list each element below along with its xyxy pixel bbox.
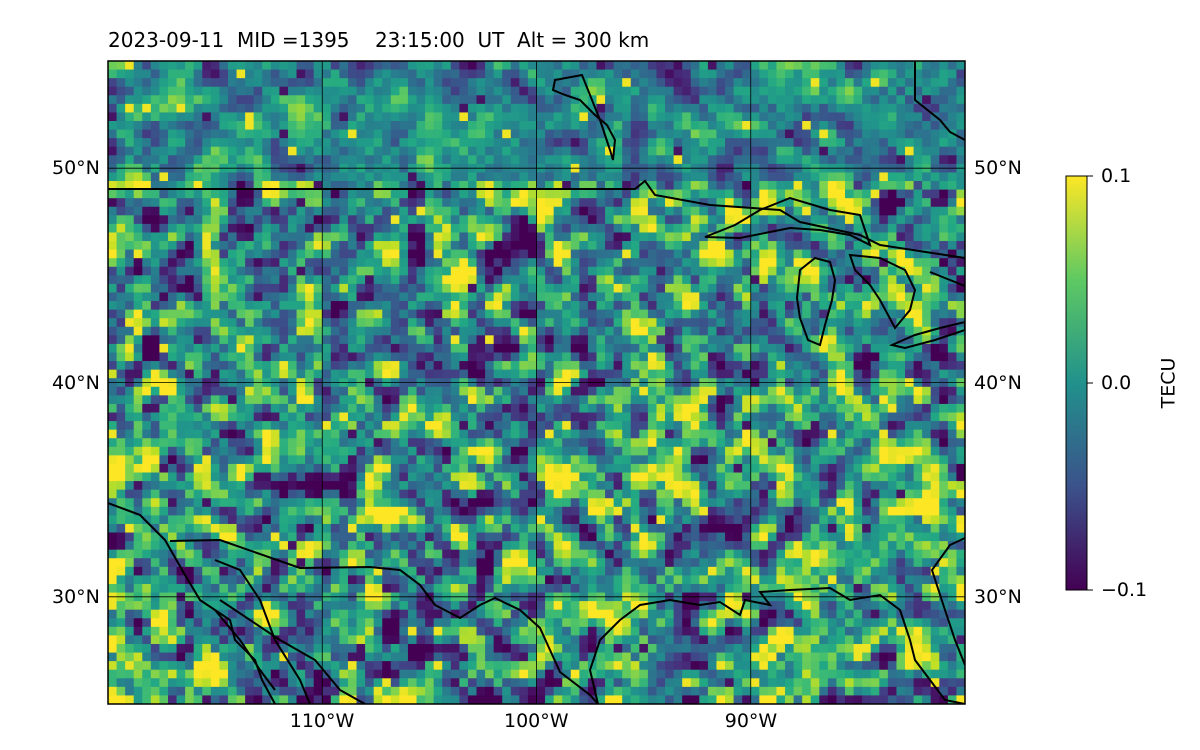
lake-erie bbox=[888, 320, 965, 350]
graticule bbox=[108, 61, 965, 704]
colorbar-title: TECU bbox=[1156, 357, 1179, 409]
baja-coast bbox=[214, 559, 311, 704]
lat-tick-label-left: 50°N bbox=[52, 157, 100, 180]
lake-michigan bbox=[795, 256, 837, 347]
lake-huron bbox=[848, 253, 917, 330]
coastlines-borders bbox=[108, 61, 965, 704]
colorbar bbox=[1065, 175, 1093, 591]
lake-superior bbox=[704, 196, 872, 247]
lon-tick-label: 90°W bbox=[724, 710, 778, 732]
colorbar-tick-label: 0.0 bbox=[1101, 372, 1132, 394]
lat-tick-label-right: 30°N bbox=[974, 585, 1022, 608]
us-mexico-border bbox=[169, 538, 599, 704]
florida-coast bbox=[930, 537, 965, 666]
hudson-coast bbox=[551, 73, 617, 161]
lon-tick-label: 100°W bbox=[504, 710, 569, 732]
lake-ontario bbox=[929, 271, 965, 287]
lat-tick-label-right: 40°N bbox=[974, 371, 1022, 394]
map-frame bbox=[107, 60, 966, 705]
lat-tick-label-left: 30°N bbox=[52, 585, 100, 608]
us-canada-border bbox=[108, 179, 965, 259]
lat-tick-label-right: 50°N bbox=[974, 157, 1022, 180]
map-title: 2023-09-11 MID =1395 23:15:00 UT Alt = 3… bbox=[108, 28, 650, 52]
colorbar-tick-label: −0.1 bbox=[1101, 579, 1148, 601]
colorbar-tick-label: 0.1 bbox=[1101, 165, 1132, 187]
lat-tick-label-left: 40°N bbox=[52, 371, 100, 394]
northeast-coast bbox=[914, 61, 965, 141]
colorbar-ticks bbox=[1087, 175, 1093, 591]
colorbar-gradient bbox=[1065, 175, 1088, 591]
mainland-coast bbox=[214, 599, 366, 704]
lon-tick-label: 110°W bbox=[289, 710, 355, 732]
gulf-coast bbox=[588, 586, 965, 704]
